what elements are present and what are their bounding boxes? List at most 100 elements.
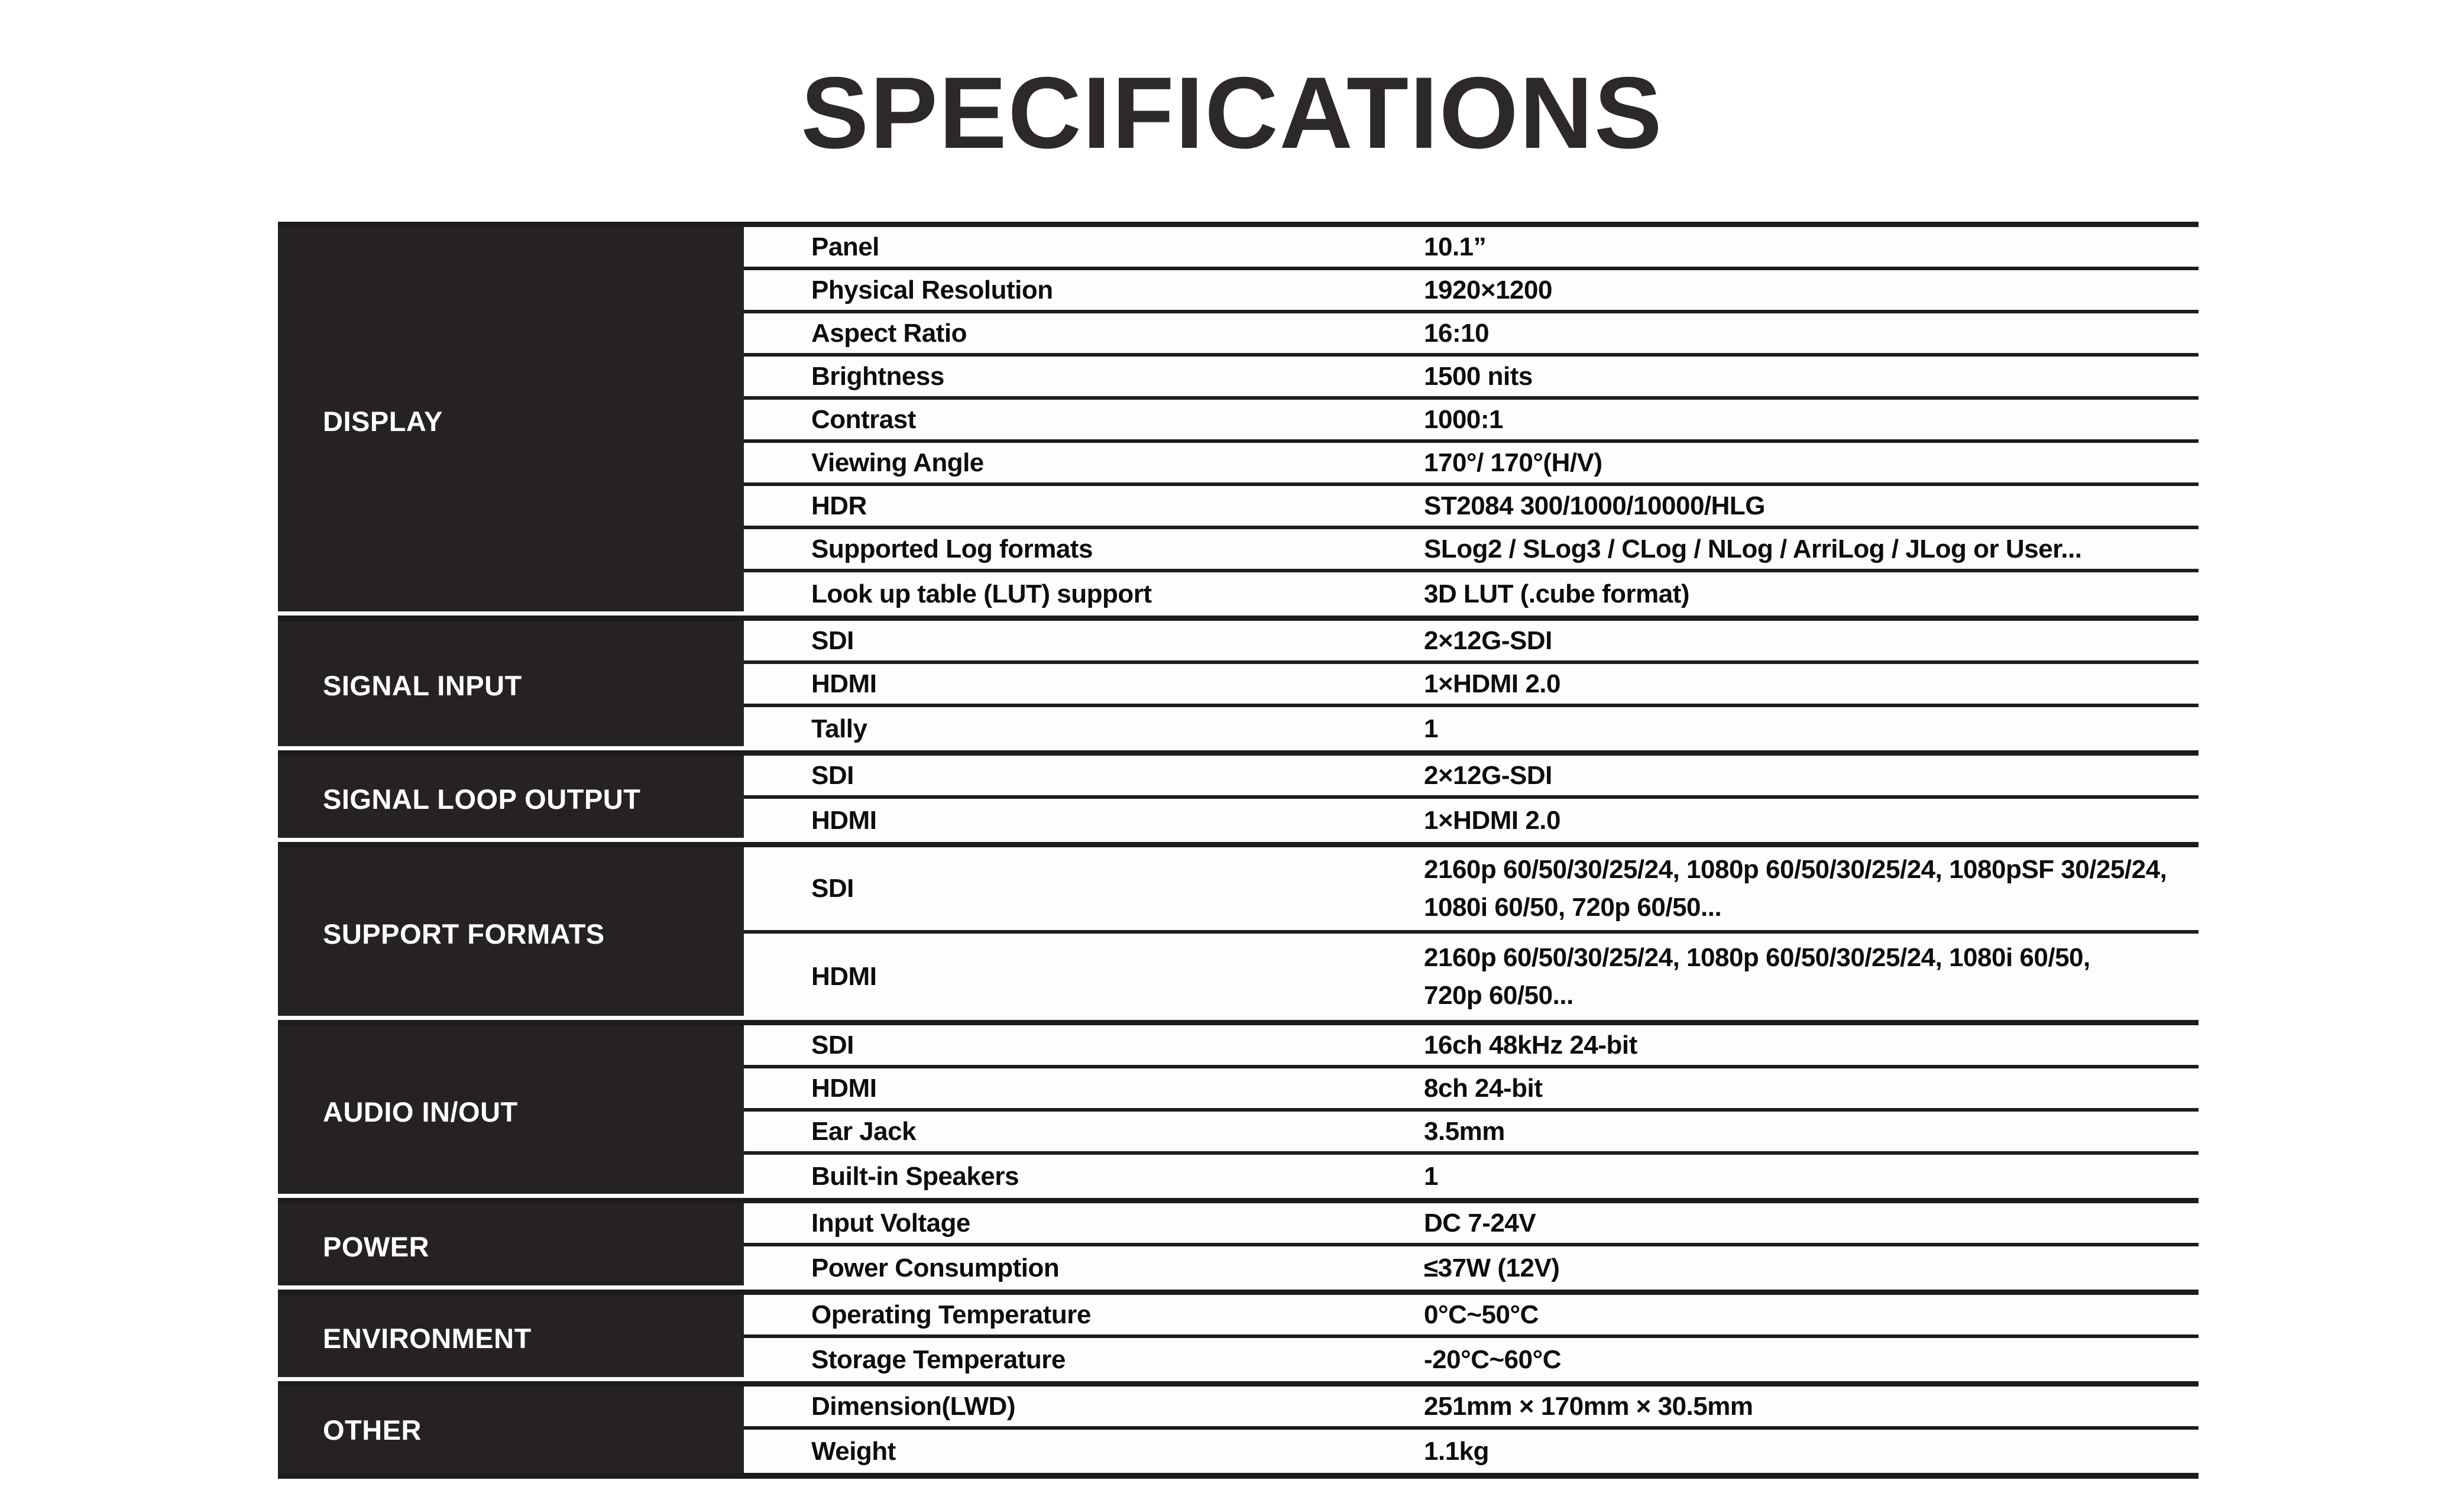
spec-row: Viewing Angle 170°/ 170°(H/V) — [744, 443, 2199, 486]
spec-value: 3D LUT (.cube format) — [1424, 579, 1690, 608]
spec-name: Tally — [811, 714, 867, 743]
category-label: SUPPORT FORMATS — [323, 918, 605, 950]
spec-value: 10.1” — [1424, 232, 1487, 261]
category-label: ENVIRONMENT — [323, 1322, 532, 1354]
spec-name: SDI — [811, 626, 854, 655]
spec-row: Panel 10.1” — [744, 227, 2199, 270]
category-label: POWER — [323, 1230, 430, 1262]
spec-row: Ear Jack 3.5mm — [744, 1112, 2199, 1155]
spec-value: -20°C~60°C — [1424, 1345, 1561, 1374]
spec-row: Contrast 1000:1 — [744, 400, 2199, 443]
section-rows: SDI 2160p 60/50/30/25/24, 1080p 60/50/30/… — [744, 847, 2199, 1020]
spec-value: 3.5mm — [1424, 1116, 1505, 1146]
spec-row: Supported Log formats SLog2 / SLog3 / CLo… — [744, 529, 2199, 572]
category-cell-power: POWER — [278, 1203, 744, 1290]
category-label: SIGNAL INPUT — [323, 670, 522, 701]
spec-name: HDMI — [811, 962, 877, 991]
spec-value: 1×HDMI 2.0 — [1424, 805, 1560, 835]
section-signal-loop-output: SIGNAL LOOP OUTPUT SDI 2×12G-SDI HDMI 1×HDMI… — [278, 756, 2199, 847]
spec-value: 251mm × 170mm × 30.5mm — [1424, 1391, 1753, 1421]
spec-row: SDI 16ch 48kHz 24-bit — [744, 1025, 2199, 1068]
spec-value: 1920×1200 — [1424, 275, 1552, 305]
spec-value: DC 7-24V — [1424, 1208, 1536, 1238]
spec-value: 2160p 60/50/30/25/24, 1080p 60/50/30/25/… — [1424, 855, 2167, 922]
spec-row: HDMI 2160p 60/50/30/25/24, 1080p 60/50/30… — [744, 934, 2199, 1020]
spec-row: Operating Temperature 0°C~50°C — [744, 1295, 2199, 1338]
spec-row: HDR ST2084 300/1000/10000/HLG — [744, 486, 2199, 529]
spec-value: 1000:1 — [1424, 404, 1504, 434]
spec-row: Input Voltage DC 7-24V — [744, 1203, 2199, 1246]
section-rows: Dimension(LWD) 251mm × 170mm × 30.5mm Weig… — [744, 1387, 2199, 1473]
category-cell-signal-loop-output: SIGNAL LOOP OUTPUT — [278, 756, 744, 842]
spec-row: SDI 2×12G-SDI — [744, 756, 2199, 799]
spec-name: Operating Temperature — [811, 1300, 1091, 1329]
spec-row: Tally 1 — [744, 707, 2199, 750]
spec-row: Dimension(LWD) 251mm × 170mm × 30.5mm — [744, 1387, 2199, 1430]
spec-name: SDI — [811, 760, 854, 790]
spec-row: Aspect Ratio 16:10 — [744, 313, 2199, 357]
spec-row: SDI 2160p 60/50/30/25/24, 1080p 60/50/30/… — [744, 847, 2199, 934]
section-audio-in-out: AUDIO IN/OUT SDI 16ch 48kHz 24-bit HDMI 8ch … — [278, 1025, 2199, 1203]
spec-name: Weight — [811, 1436, 896, 1466]
spec-name: Look up table (LUT) support — [811, 579, 1152, 608]
spec-value: SLog2 / SLog3 / CLog / NLog / ArriLog / … — [1424, 534, 2082, 563]
spec-row: HDMI 1×HDMI 2.0 — [744, 664, 2199, 707]
spec-value: 170°/ 170°(H/V) — [1424, 448, 1602, 477]
spec-value: 0°C~50°C — [1424, 1300, 1539, 1329]
spec-row: Brightness 1500 nits — [744, 357, 2199, 400]
category-cell-other: OTHER — [278, 1387, 744, 1473]
spec-row: Storage Temperature -20°C~60°C — [744, 1338, 2199, 1381]
spec-name: HDMI — [811, 1073, 877, 1103]
spec-name: Physical Resolution — [811, 275, 1053, 305]
spec-value: 2×12G-SDI — [1424, 760, 1552, 790]
spec-value: 1×HDMI 2.0 — [1424, 669, 1560, 698]
section-signal-input: SIGNAL INPUT SDI 2×12G-SDI HDMI 1×HDMI 2.0 Ta… — [278, 621, 2199, 756]
section-support-formats: SUPPORT FORMATS SDI 2160p 60/50/30/25/24, … — [278, 847, 2199, 1025]
spec-value: 8ch 24-bit — [1424, 1073, 1543, 1103]
spec-value: 1 — [1424, 714, 1438, 743]
spec-name: HDR — [811, 491, 867, 520]
section-rows: Panel 10.1” Physical Resolution 1920×1200 As… — [744, 227, 2199, 616]
spec-value: 1500 nits — [1424, 361, 1533, 391]
category-label: SIGNAL LOOP OUTPUT — [323, 783, 641, 815]
spec-name: Built-in Speakers — [811, 1161, 1019, 1191]
category-cell-support-formats: SUPPORT FORMATS — [278, 847, 744, 1020]
spec-name: Input Voltage — [811, 1208, 970, 1238]
spec-name: SDI — [811, 874, 854, 903]
section-environment: ENVIRONMENT Operating Temperature 0°C~50°C… — [278, 1295, 2199, 1387]
spec-row: SDI 2×12G-SDI — [744, 621, 2199, 664]
spec-name: SDI — [811, 1030, 854, 1060]
section-power: POWER Input Voltage DC 7-24V Power Consumpt… — [278, 1203, 2199, 1295]
category-label: OTHER — [323, 1414, 422, 1446]
spec-row: Power Consumption ≤37W (12V) — [744, 1246, 2199, 1290]
section-other: OTHER Dimension(LWD) 251mm × 170mm × 30.5m… — [278, 1387, 2199, 1473]
category-cell-environment: ENVIRONMENT — [278, 1295, 744, 1381]
spec-row: Weight 1.1kg — [744, 1430, 2199, 1473]
spec-value: 2×12G-SDI — [1424, 626, 1552, 655]
category-cell-display: DISPLAY — [278, 227, 744, 616]
spec-name: Supported Log formats — [811, 534, 1093, 563]
spec-name: Power Consumption — [811, 1253, 1060, 1282]
spec-value: ST2084 300/1000/10000/HLG — [1424, 491, 1766, 520]
spec-name: Brightness — [811, 361, 944, 391]
spec-name: Dimension(LWD) — [811, 1391, 1015, 1421]
category-label: AUDIO IN/OUT — [323, 1096, 518, 1128]
section-rows: Input Voltage DC 7-24V Power Consumption ≤3… — [744, 1203, 2199, 1290]
spec-name: Panel — [811, 232, 879, 261]
spec-value: 16:10 — [1424, 318, 1490, 348]
spec-value: 16ch 48kHz 24-bit — [1424, 1030, 1637, 1060]
section-rows: SDI 16ch 48kHz 24-bit HDMI 8ch 24-bit Ear Ja… — [744, 1025, 2199, 1198]
spec-value: ≤37W (12V) — [1424, 1253, 1560, 1282]
spec-name: Viewing Angle — [811, 448, 984, 477]
category-cell-audio-in-out: AUDIO IN/OUT — [278, 1025, 744, 1198]
spec-value: 2160p 60/50/30/25/24, 1080p 60/50/30/25/… — [1424, 943, 2090, 1010]
section-rows: SDI 2×12G-SDI HDMI 1×HDMI 2.0 — [744, 756, 2199, 842]
page-title: SPECIFICATIONS — [801, 56, 1663, 170]
specifications-table: DISPLAY Panel 10.1” Physical Resolution 1920… — [278, 222, 2199, 1479]
spec-value: 1 — [1424, 1161, 1438, 1191]
spec-row: Physical Resolution 1920×1200 — [744, 270, 2199, 313]
spec-row: HDMI 8ch 24-bit — [744, 1068, 2199, 1112]
section-display: DISPLAY Panel 10.1” Physical Resolution 1920… — [278, 227, 2199, 621]
category-label: DISPLAY — [323, 406, 443, 437]
